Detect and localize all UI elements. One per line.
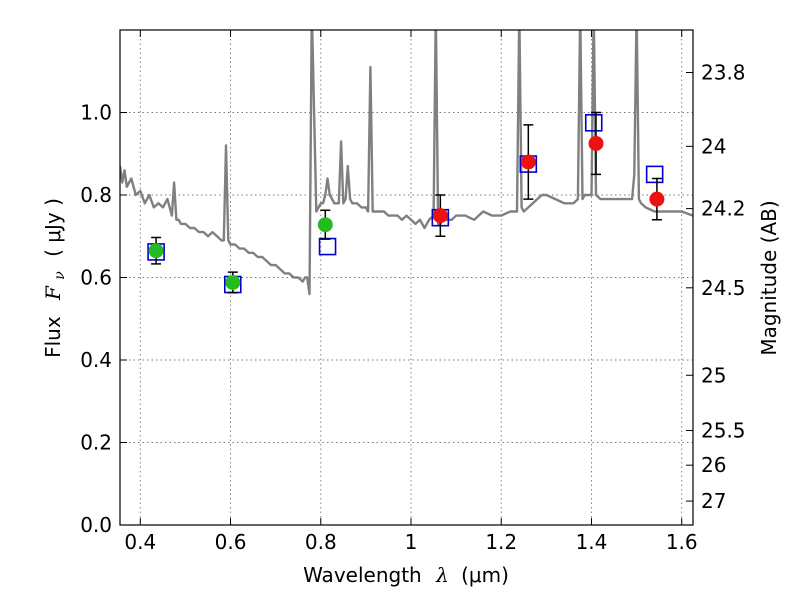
y-tick-label: 0.0 (80, 513, 112, 537)
y-tick-label: 0.4 (80, 348, 112, 372)
right-tick-label: 24.5 (701, 276, 746, 300)
right-tick-label: 27 (701, 489, 726, 513)
model-square (584, 114, 603, 132)
y-tick-label: 0.6 (80, 266, 112, 290)
right-tick-label: 23.8 (701, 60, 746, 84)
y-tick-label: 1.0 (80, 101, 112, 125)
red-data-point (520, 154, 536, 170)
axis-ticks: 0.4 0.6 0.8 1 1.2 1.4 1.6 0.0 0.2 0.4 0.6 0.8 1.0 23.… (80, 30, 746, 554)
right-tick-label: 25 (701, 363, 726, 387)
grid (120, 30, 693, 526)
green-data-point (148, 243, 164, 259)
red-data-point (588, 135, 604, 151)
right-tick-label: 25.5 (701, 419, 746, 443)
red-data-point (649, 191, 665, 207)
plot-area (120, 30, 693, 296)
y-tick-label: 0.2 (80, 431, 112, 455)
x-axis-label: Wavelength λ (μm) (303, 563, 509, 587)
right-tick-label: 24.2 (701, 197, 746, 221)
red-data-point (432, 208, 448, 224)
x-tick-label: 1.2 (485, 530, 517, 554)
x-tick-label: 1 (405, 530, 418, 554)
green-data-point (317, 217, 333, 233)
right-tick-label: 26 (701, 453, 726, 477)
x-tick-label: 1.4 (576, 530, 608, 554)
green-data-point (225, 274, 241, 290)
x-tick-label: 0.6 (215, 530, 247, 554)
x-tick-label: 0.8 (305, 530, 337, 554)
right-axis-label: Magnitude (AB) (757, 200, 781, 355)
right-tick-label: 24 (701, 134, 726, 158)
spectrum-line (120, 30, 693, 296)
y-tick-label: 0.8 (80, 183, 112, 207)
y-axis-label: Flux F ν ( μJy ) (41, 198, 69, 358)
x-tick-label: 1.6 (666, 530, 698, 554)
x-tick-label: 0.4 (124, 530, 156, 554)
model-square (318, 237, 337, 256)
model-square (645, 165, 664, 184)
